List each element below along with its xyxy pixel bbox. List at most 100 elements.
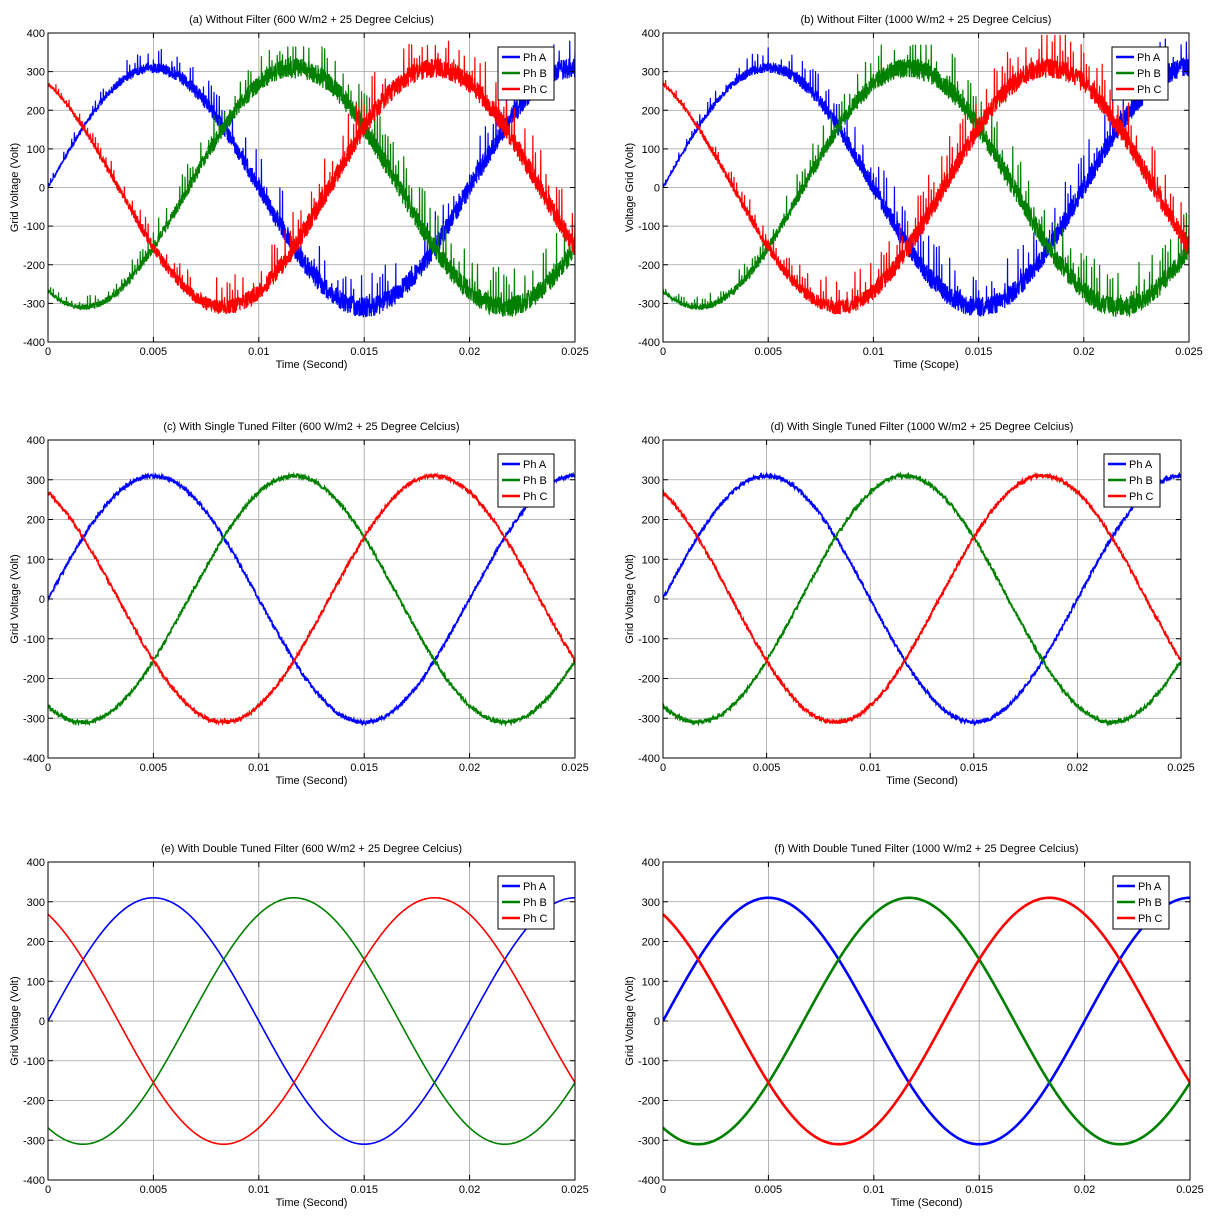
y-tick-label: 0	[39, 1016, 45, 1028]
series-line	[48, 896, 575, 1146]
x-axis-label: Time (Second)	[886, 775, 958, 787]
y-tick-label: -400	[638, 753, 660, 765]
y-tick-label: -200	[23, 260, 45, 272]
series-line	[48, 471, 575, 727]
x-tick-label: 0.01	[859, 762, 880, 774]
y-axis-label: Grid Voltage (Volt)	[9, 554, 21, 643]
x-tick-label: 0.005	[140, 1184, 168, 1196]
x-tick-label: 0.01	[248, 346, 269, 358]
series-line	[48, 40, 575, 318]
series-line	[663, 896, 1190, 1146]
x-tick-label: 0	[660, 762, 666, 774]
legend-label: Ph B	[1138, 897, 1162, 909]
x-tick-label: 0	[660, 1184, 666, 1196]
series-line	[48, 471, 575, 728]
x-tick-label: 0.01	[248, 1184, 269, 1196]
y-tick-label: 400	[27, 857, 45, 869]
y-tick-label: 100	[642, 144, 660, 156]
y-tick-label: 100	[27, 554, 45, 566]
y-tick-label: -100	[23, 1056, 45, 1068]
y-tick-label: 300	[27, 67, 45, 79]
chart-title: (a) Without Filter (600 W/m2 + 25 Degree…	[189, 14, 434, 26]
x-tick-label: 0.005	[140, 762, 168, 774]
y-tick-label: -400	[23, 753, 45, 765]
series-line	[663, 44, 1189, 318]
series-line	[663, 896, 1190, 1146]
y-axis-label: Grid Voltage (Volt)	[624, 976, 636, 1065]
x-tick-label: 0.005	[754, 346, 782, 358]
y-tick-label: -300	[638, 298, 660, 310]
y-tick-label: -100	[638, 1056, 660, 1068]
series-line	[663, 34, 1189, 315]
x-tick-label: 0	[660, 346, 666, 358]
legend-label: Ph C	[523, 84, 548, 96]
y-tick-label: 0	[654, 183, 660, 195]
y-tick-label: 200	[27, 515, 45, 527]
legend-label: Ph C	[1137, 84, 1162, 96]
x-tick-label: 0	[45, 1184, 51, 1196]
y-tick-label: 0	[39, 183, 45, 195]
series-group	[663, 34, 1189, 318]
y-tick-label: -300	[23, 298, 45, 310]
legend: Ph A Ph B Ph C	[497, 46, 555, 101]
y-tick-label: -200	[23, 1096, 45, 1108]
y-tick-label: 200	[642, 105, 660, 117]
x-tick-label: 0.015	[350, 1184, 378, 1196]
y-tick-label: 400	[642, 857, 660, 869]
chart-panel: 0 0.005 0.01 0.015 0.02 0.025 -400 -300 -200 -100…	[9, 421, 589, 787]
y-tick-label: 400	[27, 28, 45, 40]
legend-label: Ph C	[1138, 913, 1163, 925]
legend-label: Ph B	[1129, 475, 1153, 487]
legend-label: Ph B	[523, 897, 547, 909]
y-tick-label: -400	[638, 337, 660, 349]
chart-title: (c) With Single Tuned Filter (600 W/m2 +…	[163, 421, 459, 433]
y-tick-label: 200	[27, 105, 45, 117]
series-group	[663, 896, 1190, 1146]
chart-title: (e) With Double Tuned Filter (600 W/m2 +…	[161, 843, 462, 855]
x-tick-label: 0	[45, 762, 51, 774]
y-tick-label: 400	[27, 435, 45, 447]
y-tick-label: -400	[638, 1175, 660, 1187]
x-tick-label: 0.015	[350, 762, 378, 774]
chart-panel: 0 0.005 0.01 0.015 0.02 0.025 -400 -300 -200 -100…	[9, 843, 589, 1209]
y-tick-label: 300	[642, 475, 660, 487]
chart-panel: 0 0.005 0.01 0.015 0.02 0.025 -400 -300 -200 -100…	[9, 14, 589, 371]
legend-label: Ph B	[523, 68, 547, 80]
y-tick-label: 300	[642, 67, 660, 79]
y-tick-label: 200	[642, 515, 660, 527]
x-tick-label: 0.015	[350, 346, 378, 358]
series-group	[48, 471, 575, 728]
series-line	[48, 46, 575, 317]
chart-title: (d) With Single Tuned Filter (1000 W/m2 …	[771, 421, 1074, 433]
series-line	[48, 896, 575, 1146]
x-tick-label: 0.025	[561, 346, 589, 358]
y-tick-label: 0	[654, 594, 660, 606]
x-axis-label: Time (Scope)	[893, 359, 959, 371]
x-tick-label: 0	[45, 346, 51, 358]
x-tick-label: 0.025	[561, 762, 589, 774]
legend-label: Ph C	[523, 491, 548, 503]
y-tick-label: -100	[638, 221, 660, 233]
y-tick-label: -300	[638, 1135, 660, 1147]
chart-panel: 0 0.005 0.01 0.015 0.02 0.025 -400 -300 -200 -100…	[624, 843, 1204, 1209]
y-tick-label: -200	[638, 260, 660, 272]
series-line	[663, 38, 1189, 317]
legend: Ph A Ph B Ph C	[1103, 453, 1161, 508]
y-tick-label: 300	[642, 897, 660, 909]
y-tick-label: 300	[27, 475, 45, 487]
x-tick-label: 0.015	[965, 346, 993, 358]
legend: Ph A Ph B Ph C	[497, 453, 555, 508]
y-tick-label: -100	[638, 634, 660, 646]
legend-label: Ph C	[523, 913, 548, 925]
y-tick-label: 200	[27, 937, 45, 949]
legend-label: Ph C	[1129, 491, 1154, 503]
x-tick-label: 0.025	[1167, 762, 1195, 774]
x-tick-label: 0.01	[863, 346, 884, 358]
legend: Ph A Ph B Ph C	[1112, 875, 1170, 930]
chart-panel: 0 0.005 0.01 0.015 0.02 0.025 -400 -300 -200 -100…	[624, 421, 1195, 787]
x-tick-label: 0.015	[965, 1184, 993, 1196]
y-tick-label: 0	[39, 594, 45, 606]
y-tick-label: -400	[23, 337, 45, 349]
x-tick-label: 0.02	[459, 346, 480, 358]
legend-label: Ph B	[523, 475, 547, 487]
